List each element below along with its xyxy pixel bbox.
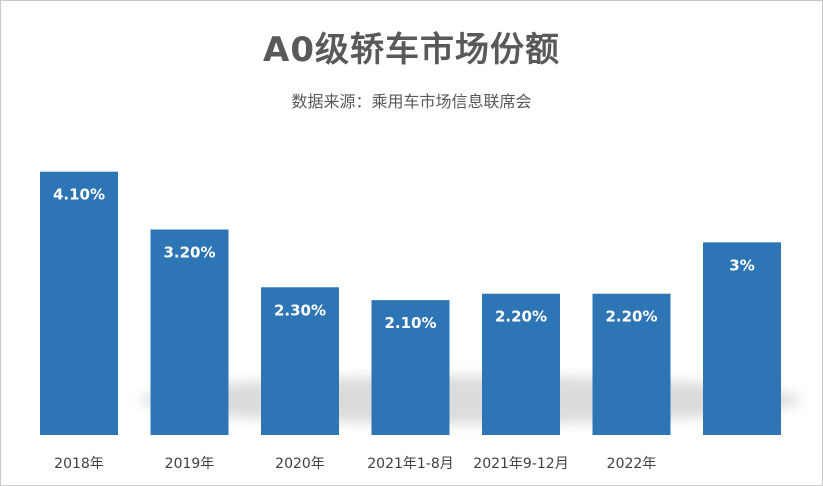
floor-shadow [140, 376, 800, 424]
bar-0 [40, 171, 118, 435]
x-tick-label-2: 2020年 [275, 456, 325, 472]
x-tick-label-3: 2021年1-8月 [367, 456, 454, 472]
x-tick-label-0: 2018年 [54, 456, 104, 472]
x-tick-label-4: 2021年9-12月 [473, 456, 568, 472]
bar-6 [703, 242, 781, 435]
chart-title: A0级轿车市场份额 [263, 30, 560, 70]
bar-3 [371, 300, 450, 435]
data-label-3: 2.10% [384, 314, 436, 332]
data-label-0: 4.10% [53, 186, 105, 204]
data-label-1: 3.20% [163, 243, 215, 261]
x-tick-label-5: 2022年 [607, 456, 657, 472]
bar-2 [261, 287, 339, 435]
data-label-2: 2.30% [274, 301, 326, 319]
bar-1 [150, 229, 229, 435]
bar-4 [482, 293, 560, 435]
data-label-6: 3% [729, 256, 754, 274]
data-label-5: 2.20% [605, 308, 657, 326]
chart-subtitle: 数据来源：乘用车市场信息联席会 [291, 92, 532, 111]
bar-5 [592, 293, 671, 435]
x-tick-label-1: 2019年 [165, 456, 215, 472]
data-label-4: 2.20% [495, 308, 547, 326]
